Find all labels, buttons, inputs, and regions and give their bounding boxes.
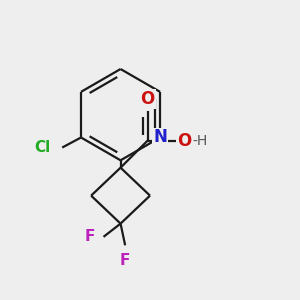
Text: N: N (153, 128, 167, 146)
Text: F: F (84, 230, 95, 244)
Text: O: O (140, 90, 155, 108)
Text: Cl: Cl (34, 140, 50, 155)
Text: -H: -H (192, 134, 208, 148)
Text: F: F (120, 253, 130, 268)
Text: O: O (177, 132, 191, 150)
